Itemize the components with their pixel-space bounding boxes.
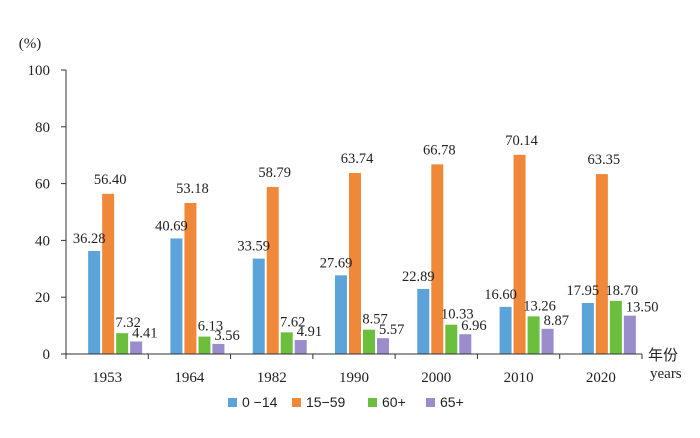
- value-label: 4.91: [297, 324, 322, 340]
- x-tick-label: 2020: [586, 370, 616, 386]
- bar-1-3: [349, 172, 361, 354]
- bar-2-1: [198, 336, 211, 354]
- x-tick-label: 1953: [92, 370, 122, 386]
- bar-1-4: [431, 164, 444, 354]
- legend-label: 0 −14: [242, 394, 278, 410]
- value-label: 7.32: [115, 315, 140, 331]
- value-label: 22.89: [402, 269, 435, 285]
- bar-2-0: [116, 333, 129, 354]
- bar-2-2: [280, 332, 293, 354]
- y-tick-label: 20: [35, 290, 50, 306]
- value-label: 66.78: [423, 142, 456, 158]
- value-label: 16.60: [484, 287, 517, 303]
- bar-0-1: [170, 238, 183, 354]
- bar-2-3: [363, 329, 375, 354]
- value-label: 36.28: [73, 231, 106, 247]
- bar-3-2: [294, 340, 307, 354]
- value-label: 63.35: [588, 152, 621, 168]
- y-tick-label: 40: [35, 233, 50, 249]
- bar-3-5: [541, 328, 554, 354]
- value-label: 4.41: [132, 325, 157, 341]
- legend-swatch: [426, 398, 435, 407]
- value-label: 13.26: [523, 298, 556, 314]
- x-tick-label: 2010: [504, 370, 534, 386]
- value-label: 27.69: [320, 255, 353, 271]
- value-label: 3.56: [214, 328, 239, 344]
- y-axis-label: (%): [19, 36, 42, 52]
- value-label: 8.87: [544, 313, 569, 329]
- bar-1-0: [102, 193, 115, 354]
- y-tick-label: 80: [35, 120, 50, 136]
- legend-swatch: [368, 398, 377, 407]
- bar-1-5: [513, 154, 526, 354]
- bar-1-6: [595, 174, 608, 354]
- value-label: 5.57: [379, 322, 404, 338]
- bar-3-3: [377, 338, 389, 354]
- bars: [88, 154, 636, 354]
- value-label: 33.59: [237, 239, 270, 255]
- bar-2-4: [445, 324, 458, 354]
- x-tick-label: 1982: [257, 370, 287, 386]
- value-labels: 36.28 40.69 33.59 27.69 22.89 16.60 17.95 56.40…: [73, 133, 659, 344]
- bar-3-4: [459, 334, 472, 354]
- value-label: 70.14: [505, 133, 538, 149]
- value-label: 58.79: [258, 165, 291, 181]
- bar-0-2: [252, 258, 265, 354]
- x-axis-label-cn: 年份: [648, 347, 678, 364]
- x-tick-label: 1990: [339, 370, 369, 386]
- value-label: 6.96: [461, 318, 486, 334]
- legend-label: 65+: [440, 394, 464, 410]
- value-label: 40.69: [155, 218, 188, 234]
- y-tick-label: 0: [43, 347, 51, 363]
- bar-3-6: [623, 315, 636, 354]
- legend-swatch: [292, 398, 301, 407]
- value-label: 6.13: [198, 319, 223, 335]
- x-axis-label-en: years: [650, 366, 682, 382]
- value-label: 13.50: [626, 300, 659, 316]
- bar-1-2: [266, 187, 279, 354]
- y-axis: 0 20 40 60 80 100: [28, 63, 67, 363]
- bar-0-6: [581, 303, 594, 354]
- bar-3-0: [130, 341, 143, 354]
- value-label: 53.18: [176, 181, 209, 197]
- bar-2-5: [527, 316, 540, 354]
- value-label: 17.95: [567, 283, 600, 299]
- bar-0-5: [499, 306, 512, 354]
- x-axis: 1953 1964 1982 1990 2000 2010 2020: [65, 353, 643, 386]
- legend-label: 60+: [382, 394, 406, 410]
- bar-0-4: [417, 288, 430, 354]
- bar-1-1: [184, 202, 197, 354]
- value-label: 10.33: [441, 307, 474, 323]
- bar-3-1: [212, 343, 225, 354]
- y-tick-label: 100: [28, 63, 51, 79]
- bar-0-0: [88, 250, 101, 354]
- value-label: 18.70: [606, 283, 639, 299]
- x-tick-label: 2000: [421, 370, 451, 386]
- legend-label: 15−59: [306, 394, 346, 410]
- value-label: 8.57: [362, 312, 387, 328]
- legend-swatch: [228, 398, 237, 407]
- bar-0-3: [335, 275, 347, 354]
- y-tick-label: 60: [35, 177, 50, 193]
- bar-2-6: [609, 300, 622, 354]
- value-label: 7.62: [280, 314, 305, 330]
- legend: 0 −14 15−59 60+ 65+: [228, 394, 464, 410]
- value-label: 63.74: [341, 151, 374, 167]
- value-label: 56.40: [94, 172, 127, 188]
- x-tick-label: 1964: [174, 370, 205, 386]
